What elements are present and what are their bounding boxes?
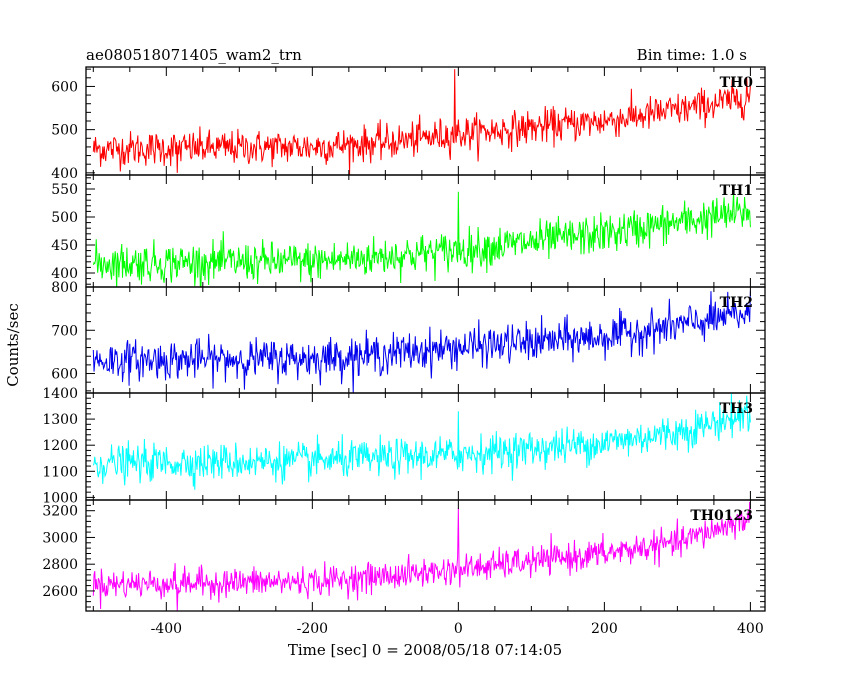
series-th1 [92, 191, 751, 287]
y-tick-label: 1100 [42, 464, 78, 480]
y-axis-label: Counts/sec [4, 303, 22, 387]
panel-label: TH0 [720, 75, 754, 91]
y-tick-label: 800 [51, 280, 78, 296]
series-th0123 [92, 502, 751, 611]
y-tick-label: 450 [51, 238, 78, 254]
y-tick-label: 1300 [42, 412, 78, 428]
y-tick-label: 700 [51, 323, 78, 339]
panel-frame [85, 499, 766, 612]
panel-th1: 400 450 500 550 TH1 [51, 174, 766, 288]
panel-frame [85, 66, 766, 176]
y-tick-label: 600 [51, 367, 78, 383]
x-tick-label: 200 [591, 621, 618, 637]
bin-time-label: Bin time: 1.0 s [637, 46, 747, 64]
y-tick-label: 3000 [42, 530, 78, 546]
x-axis-label: Time [sec] 0 = 2008/05/18 07:14:05 [288, 641, 562, 659]
y-tick-label: 2600 [42, 584, 78, 600]
panel-th0: 400 500 600 TH0 [51, 66, 766, 182]
x-tick-label: -400 [151, 621, 182, 637]
panel-frame [85, 392, 766, 501]
x-tick-label: -200 [297, 621, 328, 637]
y-tick-label: 1400 [42, 386, 78, 402]
panel-th2: 600 700 800 TH2 [51, 280, 766, 394]
y-tick-label: 1200 [42, 438, 78, 454]
x-tick-label: 400 [737, 621, 764, 637]
panel-label: TH2 [720, 295, 753, 311]
chart-title: ae080518071405_wam2_trn [86, 46, 302, 64]
panel-label: TH1 [720, 183, 753, 199]
series-th2 [92, 290, 751, 393]
y-tick-label: 3200 [42, 504, 78, 520]
y-tick-label: 400 [51, 166, 78, 182]
y-tick-label: 550 [51, 182, 78, 198]
panels-layer: 400 500 600 TH0 400 450 500 550 TH1 600 700 800 TH2 1… [42, 66, 766, 637]
panel-label: TH3 [720, 401, 753, 417]
series-th0 [92, 69, 751, 175]
y-tick-label: 600 [51, 79, 78, 95]
panel-th0123: 2600 2800 3000 3200 TH0123 [42, 499, 766, 612]
x-tick-label: 0 [454, 621, 463, 637]
y-tick-label: 500 [51, 123, 78, 139]
series-th3 [92, 393, 751, 490]
y-tick-label: 2800 [42, 557, 78, 573]
y-tick-label: 400 [51, 266, 78, 282]
panel-label: TH0123 [690, 508, 753, 524]
y-tick-label: 1000 [42, 490, 78, 506]
panel-th3: 1000 1100 1200 1300 1400 TH3 [42, 386, 766, 506]
y-tick-label: 500 [51, 210, 78, 226]
